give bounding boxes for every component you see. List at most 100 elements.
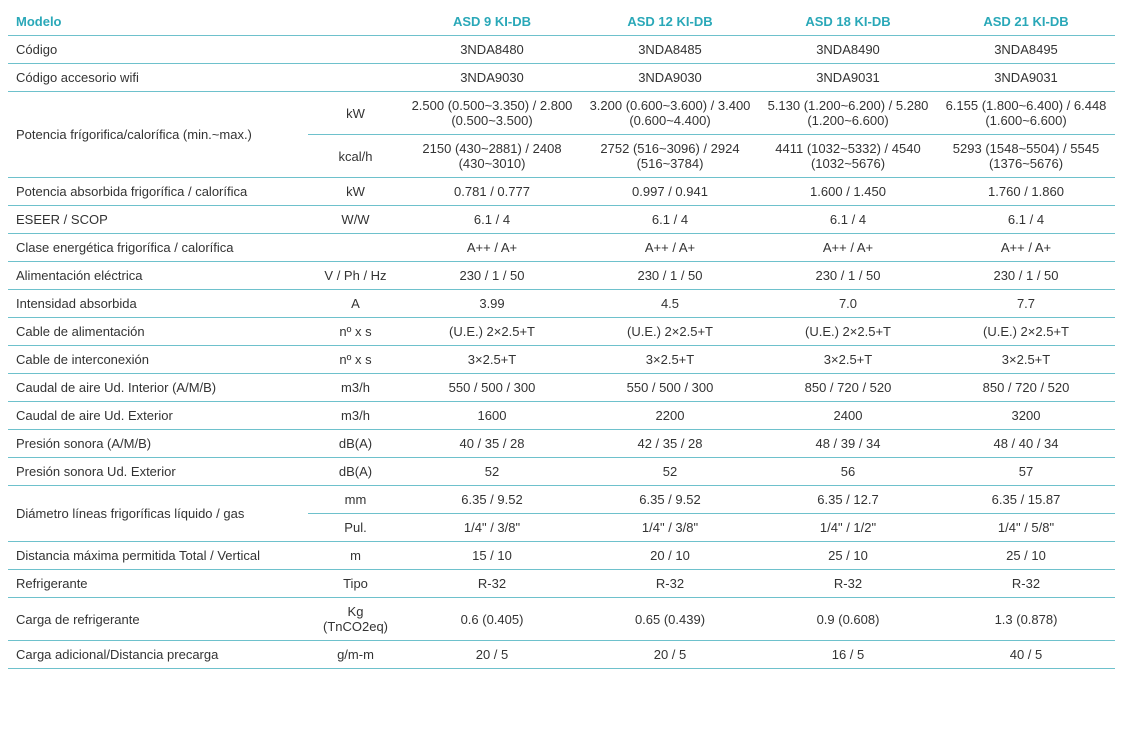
table-row: Presión sonora (A/M/B)dB(A)40 / 35 / 284… xyxy=(8,430,1115,458)
cell-value: 3NDA8490 xyxy=(759,36,937,64)
cell-value: 6.35 / 15.87 xyxy=(937,486,1115,514)
table-row: Diámetro líneas frigoríficas líquido / g… xyxy=(8,486,1115,514)
row-unit xyxy=(308,36,403,64)
cell-value: 1.600 / 1.450 xyxy=(759,178,937,206)
cell-value: 550 / 500 / 300 xyxy=(403,374,581,402)
header-model-0: ASD 9 KI-DB xyxy=(403,8,581,36)
row-label: Distancia máxima permitida Total / Verti… xyxy=(8,542,308,570)
cell-value: 230 / 1 / 50 xyxy=(937,262,1115,290)
cell-value: 3×2.5+T xyxy=(937,346,1115,374)
cell-value: 7.7 xyxy=(937,290,1115,318)
row-unit: kcal/h xyxy=(308,135,403,178)
row-unit: Kg (TnCO2eq) xyxy=(308,598,403,641)
cell-value: 1600 xyxy=(403,402,581,430)
row-label: Código accesorio wifi xyxy=(8,64,308,92)
header-model-2: ASD 18 KI-DB xyxy=(759,8,937,36)
table-row: Presión sonora Ud. ExteriordB(A)52525657 xyxy=(8,458,1115,486)
cell-value: 1/4" / 3/8" xyxy=(581,514,759,542)
cell-value: 0.9 (0.608) xyxy=(759,598,937,641)
cell-value: 3.99 xyxy=(403,290,581,318)
table-row: Cable de alimentaciónnº x s(U.E.) 2×2.5+… xyxy=(8,318,1115,346)
cell-value: 2400 xyxy=(759,402,937,430)
row-label: Caudal de aire Ud. Interior (A/M/B) xyxy=(8,374,308,402)
cell-value: 4411 (1032~5332) / 4540 (1032~5676) xyxy=(759,135,937,178)
cell-value: 550 / 500 / 300 xyxy=(581,374,759,402)
row-unit: dB(A) xyxy=(308,430,403,458)
spec-table: Modelo ASD 9 KI-DB ASD 12 KI-DB ASD 18 K… xyxy=(8,8,1115,669)
table-row: Código3NDA84803NDA84853NDA84903NDA8495 xyxy=(8,36,1115,64)
table-row: Carga de refrigeranteKg (TnCO2eq)0.6 (0.… xyxy=(8,598,1115,641)
table-row: Código accesorio wifi3NDA90303NDA90303ND… xyxy=(8,64,1115,92)
header-model-3: ASD 21 KI-DB xyxy=(937,8,1115,36)
cell-value: 6.1 / 4 xyxy=(937,206,1115,234)
cell-value: 0.781 / 0.777 xyxy=(403,178,581,206)
cell-value: 3×2.5+T xyxy=(759,346,937,374)
row-label: Carga de refrigerante xyxy=(8,598,308,641)
row-label: Potencia frígorifica/calorífica (min.~ma… xyxy=(8,92,308,178)
cell-value: 1/4" / 3/8" xyxy=(403,514,581,542)
cell-value: 2.500 (0.500~3.350) / 2.800 (0.500~3.500… xyxy=(403,92,581,135)
row-label: Diámetro líneas frigoríficas líquido / g… xyxy=(8,486,308,542)
row-unit: g/m-m xyxy=(308,641,403,669)
row-label: Alimentación eléctrica xyxy=(8,262,308,290)
row-label: Presión sonora Ud. Exterior xyxy=(8,458,308,486)
table-row: Distancia máxima permitida Total / Verti… xyxy=(8,542,1115,570)
cell-value: 16 / 5 xyxy=(759,641,937,669)
table-header-row: Modelo ASD 9 KI-DB ASD 12 KI-DB ASD 18 K… xyxy=(8,8,1115,36)
row-unit: Tipo xyxy=(308,570,403,598)
cell-value: R-32 xyxy=(403,570,581,598)
row-unit: m xyxy=(308,542,403,570)
header-unit-blank xyxy=(308,8,403,36)
cell-value: 3200 xyxy=(937,402,1115,430)
cell-value: 6.1 / 4 xyxy=(759,206,937,234)
cell-value: 1.3 (0.878) xyxy=(937,598,1115,641)
cell-value: 3×2.5+T xyxy=(581,346,759,374)
cell-value: 6.35 / 12.7 xyxy=(759,486,937,514)
cell-value: R-32 xyxy=(581,570,759,598)
cell-value: 3NDA9031 xyxy=(759,64,937,92)
row-unit: W/W xyxy=(308,206,403,234)
cell-value: 57 xyxy=(937,458,1115,486)
table-row: Caudal de aire Ud. Exteriorm3/h160022002… xyxy=(8,402,1115,430)
row-label: Código xyxy=(8,36,308,64)
row-label: Carga adicional/Distancia precarga xyxy=(8,641,308,669)
cell-value: A++ / A+ xyxy=(937,234,1115,262)
row-unit xyxy=(308,64,403,92)
table-body: Código3NDA84803NDA84853NDA84903NDA8495Có… xyxy=(8,36,1115,669)
row-unit: m3/h xyxy=(308,402,403,430)
table-row: ESEER / SCOPW/W6.1 / 46.1 / 46.1 / 46.1 … xyxy=(8,206,1115,234)
cell-value: 40 / 35 / 28 xyxy=(403,430,581,458)
row-label: Caudal de aire Ud. Exterior xyxy=(8,402,308,430)
cell-value: 20 / 5 xyxy=(403,641,581,669)
row-unit: nº x s xyxy=(308,318,403,346)
row-label: Clase energética frigorífica / calorífic… xyxy=(8,234,308,262)
row-unit: nº x s xyxy=(308,346,403,374)
table-row: Potencia frígorifica/calorífica (min.~ma… xyxy=(8,92,1115,135)
row-unit: A xyxy=(308,290,403,318)
cell-value: A++ / A+ xyxy=(403,234,581,262)
header-model-1: ASD 12 KI-DB xyxy=(581,8,759,36)
row-unit: kW xyxy=(308,92,403,135)
header-modelo: Modelo xyxy=(8,8,308,36)
cell-value: (U.E.) 2×2.5+T xyxy=(759,318,937,346)
table-row: RefrigeranteTipoR-32R-32R-32R-32 xyxy=(8,570,1115,598)
cell-value: 52 xyxy=(581,458,759,486)
row-unit: mm xyxy=(308,486,403,514)
row-unit xyxy=(308,234,403,262)
table-row: Cable de interconexiónnº x s3×2.5+T3×2.5… xyxy=(8,346,1115,374)
cell-value: 6.35 / 9.52 xyxy=(581,486,759,514)
cell-value: 3NDA8480 xyxy=(403,36,581,64)
cell-value: 0.6 (0.405) xyxy=(403,598,581,641)
table-row: Intensidad absorbidaA3.994.57.07.7 xyxy=(8,290,1115,318)
cell-value: 1/4" / 5/8" xyxy=(937,514,1115,542)
row-unit: kW xyxy=(308,178,403,206)
row-label: Cable de interconexión xyxy=(8,346,308,374)
cell-value: (U.E.) 2×2.5+T xyxy=(581,318,759,346)
cell-value: (U.E.) 2×2.5+T xyxy=(937,318,1115,346)
cell-value: 20 / 10 xyxy=(581,542,759,570)
row-unit: dB(A) xyxy=(308,458,403,486)
row-label: Refrigerante xyxy=(8,570,308,598)
cell-value: 230 / 1 / 50 xyxy=(759,262,937,290)
cell-value: 2200 xyxy=(581,402,759,430)
cell-value: 3×2.5+T xyxy=(403,346,581,374)
